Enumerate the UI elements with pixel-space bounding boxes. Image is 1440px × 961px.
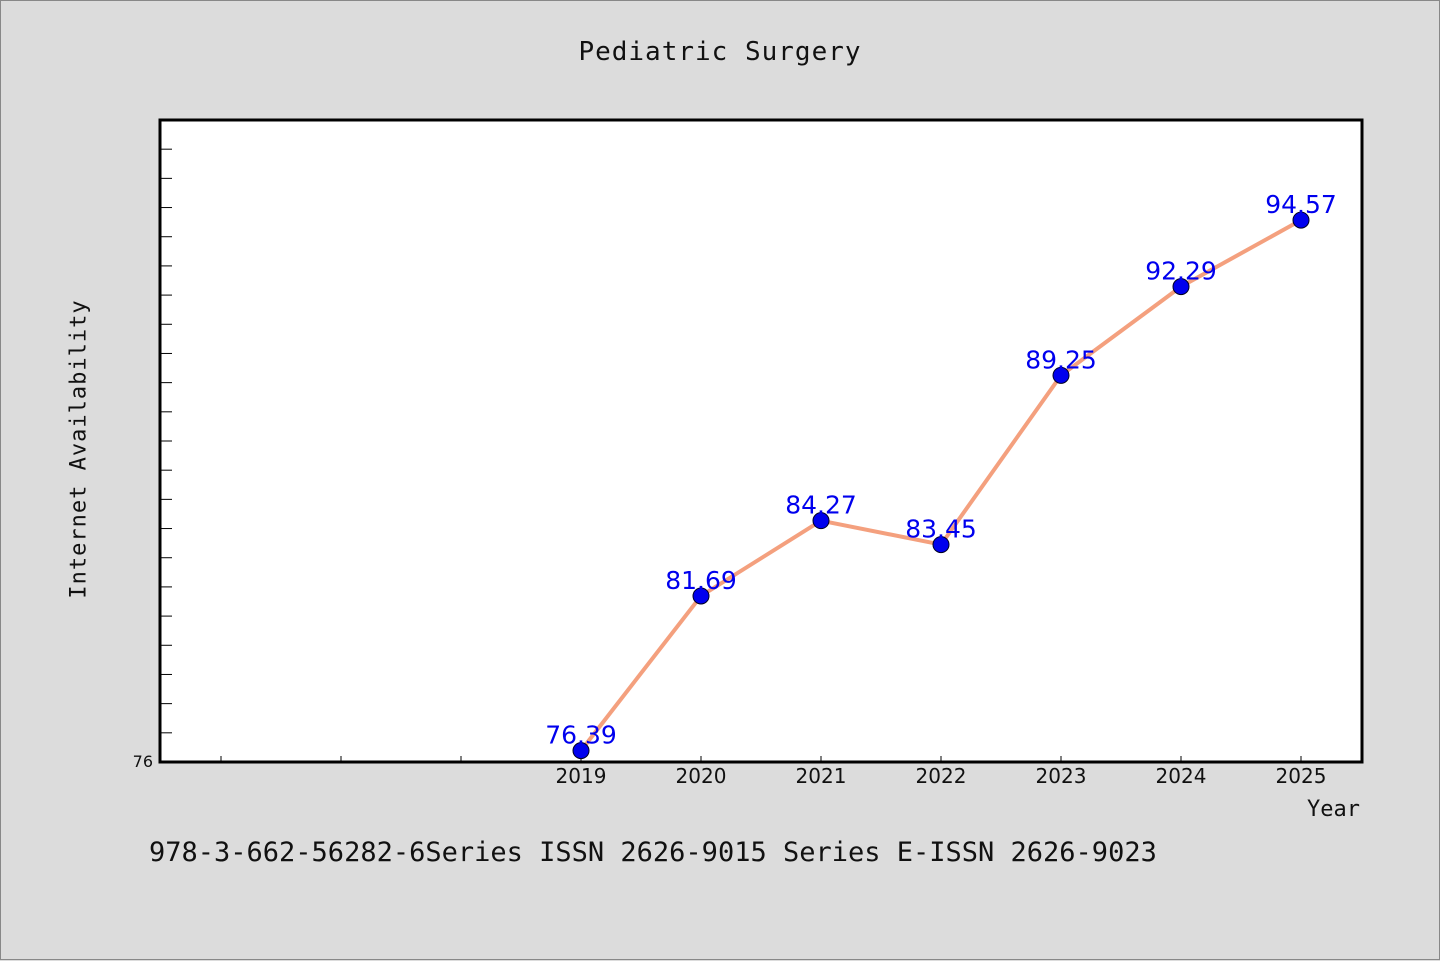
x-axis-minor-ticks (220, 756, 1302, 762)
data-labels: 76.39 81.69 84.27 83.45 89.25 92.29 94.57 (545, 190, 1337, 750)
data-point (1172, 278, 1190, 296)
x-axis-label: Year (1307, 797, 1360, 822)
plot-area (158, 118, 1364, 764)
x-tick-label: 2024 (1156, 764, 1207, 788)
x-tick-label: 2023 (1036, 764, 1087, 788)
data-markers (572, 211, 1310, 760)
y-axis-ticks (160, 119, 172, 763)
data-label: 92.29 (1145, 257, 1217, 286)
data-point (1292, 211, 1310, 229)
data-label: 94.57 (1265, 190, 1337, 219)
x-tick-label: 2022 (916, 764, 967, 788)
data-point (692, 587, 710, 605)
x-tick-label: 2020 (676, 764, 727, 788)
x-axis-tick-labels: 2019 2020 2021 2022 2023 2024 2025 (556, 764, 1327, 788)
x-tick-label: 2021 (796, 764, 847, 788)
data-label: 81.69 (665, 566, 737, 595)
data-point (812, 512, 830, 530)
data-label: 76.39 (545, 721, 617, 750)
x-tick-label: 2025 (1276, 764, 1327, 788)
data-label: 83.45 (905, 515, 977, 544)
x-tick-label: 2019 (556, 764, 607, 788)
data-label: 84.27 (785, 491, 857, 520)
data-label: 89.25 (1025, 345, 1097, 374)
footer-isbn-text: 978-3-662-56282-6Series ISSN 2626-9015 S… (149, 837, 1157, 868)
data-point (572, 742, 590, 760)
data-point (932, 536, 950, 554)
y-tick-label-min: 76 (133, 752, 153, 771)
data-point (1052, 366, 1070, 384)
chart-title: Pediatric Surgery (578, 37, 862, 67)
